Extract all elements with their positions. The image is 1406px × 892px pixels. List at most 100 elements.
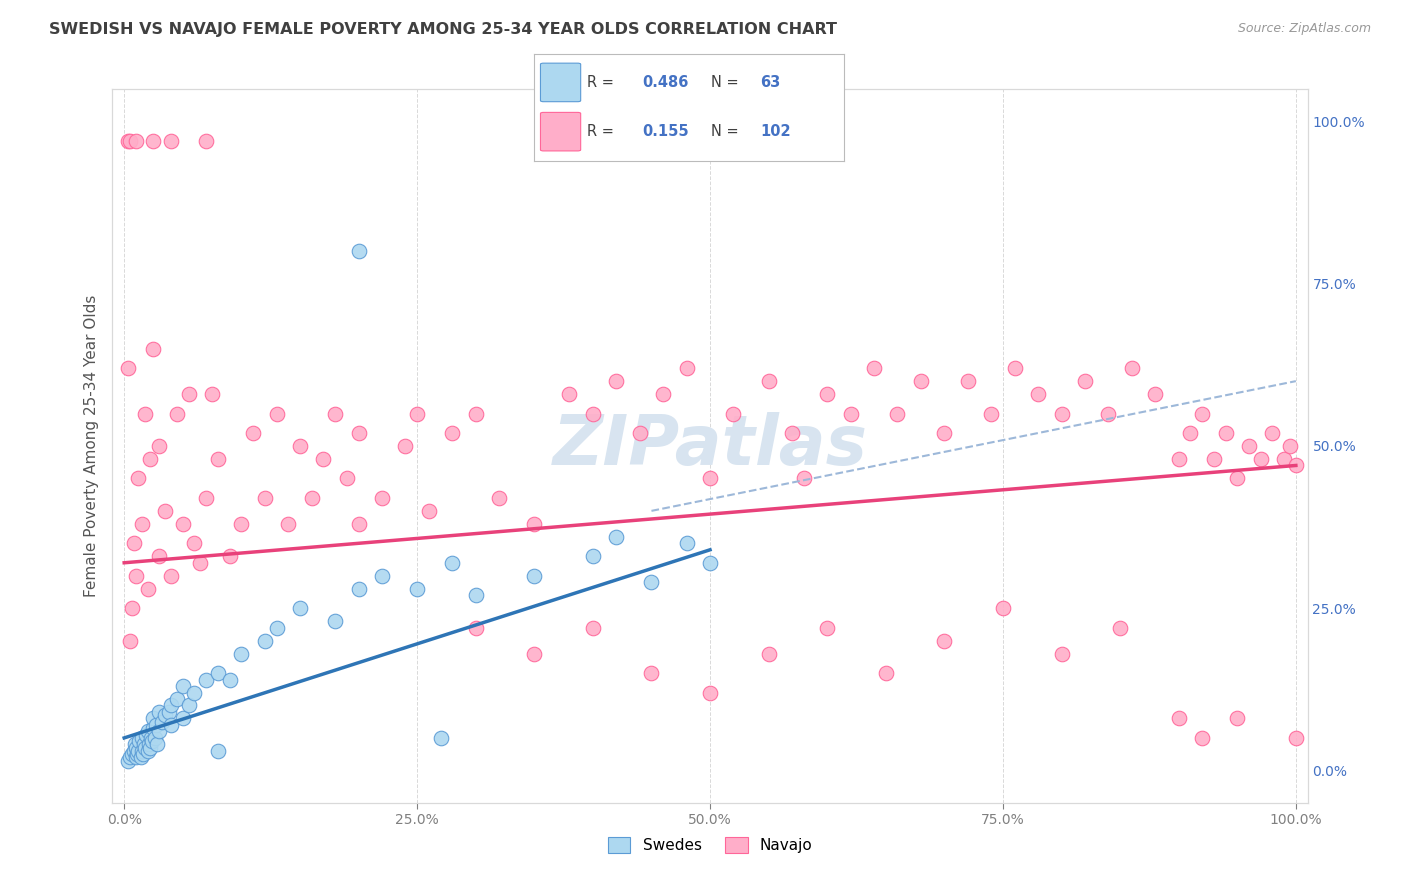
Point xyxy=(523,568,546,582)
Text: N =: N = xyxy=(710,75,742,90)
Point xyxy=(122,536,145,550)
Point xyxy=(122,744,145,758)
Point xyxy=(1144,387,1167,401)
Text: 63: 63 xyxy=(761,75,780,90)
Point xyxy=(523,516,546,531)
Point xyxy=(1097,407,1119,421)
Point xyxy=(1109,621,1132,635)
Point xyxy=(135,728,157,742)
Point xyxy=(1250,452,1272,467)
Point xyxy=(142,711,165,725)
Point xyxy=(231,516,253,531)
Point xyxy=(956,374,979,388)
Point xyxy=(1285,458,1308,473)
Point xyxy=(605,374,627,388)
Point xyxy=(141,731,163,745)
Point xyxy=(148,705,170,719)
Point xyxy=(288,439,311,453)
Point xyxy=(815,621,838,635)
Point xyxy=(347,425,370,440)
Point xyxy=(312,452,335,467)
Point xyxy=(157,705,180,719)
Text: R =: R = xyxy=(586,124,619,139)
Point xyxy=(1261,425,1284,440)
Point xyxy=(1191,731,1213,745)
Point xyxy=(323,614,346,628)
Point xyxy=(347,244,370,259)
Point xyxy=(288,601,311,615)
Point xyxy=(139,740,162,755)
Point xyxy=(605,530,627,544)
Point xyxy=(628,425,651,440)
Point xyxy=(132,738,156,752)
Text: SWEDISH VS NAVAJO FEMALE POVERTY AMONG 25-34 YEAR OLDS CORRELATION CHART: SWEDISH VS NAVAJO FEMALE POVERTY AMONG 2… xyxy=(49,22,837,37)
Point xyxy=(640,575,662,590)
Point xyxy=(120,134,141,148)
Point xyxy=(863,361,886,376)
Text: 0.155: 0.155 xyxy=(643,124,689,139)
Point xyxy=(120,750,141,764)
Point xyxy=(1279,439,1302,453)
Point xyxy=(371,568,394,582)
Point xyxy=(886,407,908,421)
Point xyxy=(253,491,276,505)
Point xyxy=(127,471,149,485)
Point xyxy=(1226,711,1249,725)
Point xyxy=(131,516,153,531)
Point xyxy=(723,407,745,421)
Point xyxy=(464,621,486,635)
Text: 102: 102 xyxy=(761,124,790,139)
Point xyxy=(875,666,897,681)
Point xyxy=(124,738,146,752)
Point xyxy=(699,556,721,570)
Point xyxy=(582,621,605,635)
Point xyxy=(488,491,510,505)
Point xyxy=(148,439,170,453)
Point xyxy=(131,731,153,745)
Point xyxy=(142,721,165,735)
Point xyxy=(136,724,159,739)
Text: Source: ZipAtlas.com: Source: ZipAtlas.com xyxy=(1237,22,1371,36)
Point xyxy=(839,407,862,421)
Point xyxy=(134,740,156,755)
Point xyxy=(207,452,229,467)
Point xyxy=(675,361,697,376)
Point xyxy=(172,679,194,693)
Point xyxy=(1167,452,1189,467)
Point xyxy=(195,673,218,687)
Point xyxy=(146,738,169,752)
Point xyxy=(138,738,160,752)
Point xyxy=(277,516,299,531)
Point xyxy=(242,425,264,440)
Point xyxy=(218,549,240,564)
Point xyxy=(253,633,276,648)
Point xyxy=(218,673,240,687)
Point xyxy=(155,708,177,723)
Point xyxy=(195,491,218,505)
Point xyxy=(195,134,218,148)
Point xyxy=(148,549,170,564)
Point xyxy=(934,425,956,440)
Point xyxy=(125,750,148,764)
Point xyxy=(394,439,416,453)
Point xyxy=(758,647,780,661)
Point xyxy=(141,734,163,748)
Point xyxy=(188,556,212,570)
Point xyxy=(347,582,370,596)
Point xyxy=(1215,425,1237,440)
Point xyxy=(145,718,167,732)
Point xyxy=(1226,471,1249,485)
Point xyxy=(131,744,153,758)
Point xyxy=(266,407,288,421)
Point xyxy=(117,361,139,376)
Point xyxy=(1074,374,1097,388)
Point xyxy=(129,750,152,764)
Point xyxy=(136,744,159,758)
Point xyxy=(910,374,932,388)
Point xyxy=(793,471,815,485)
Point xyxy=(134,407,156,421)
Point xyxy=(160,698,183,713)
Point xyxy=(117,134,139,148)
Point xyxy=(177,387,200,401)
Text: N =: N = xyxy=(710,124,742,139)
